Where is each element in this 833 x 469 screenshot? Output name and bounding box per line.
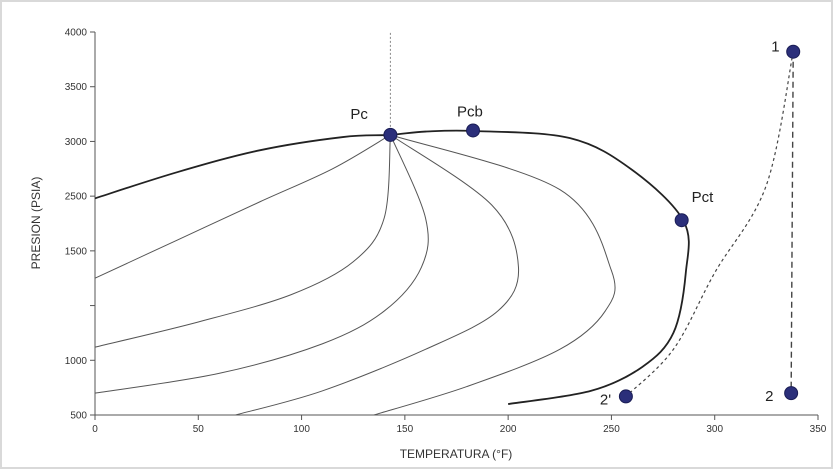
quality-line xyxy=(373,134,616,416)
y-tick-label: 500 xyxy=(70,411,87,422)
y-ticks: 500 1000 1500 2500 3000 3500 4000 xyxy=(65,28,95,422)
x-tick-label: 300 xyxy=(706,424,723,435)
curves xyxy=(94,32,794,416)
y-tick-label: 3000 xyxy=(65,137,88,148)
key-point-marker xyxy=(466,123,481,138)
key-point-label: Pcb xyxy=(457,103,483,120)
production-path xyxy=(625,51,794,397)
axes xyxy=(94,32,818,416)
x-tick-label: 250 xyxy=(603,424,620,435)
key-point-label: Pct xyxy=(692,189,715,206)
quality-line xyxy=(94,134,391,348)
x-tick-label: 200 xyxy=(500,424,517,435)
key-point-label: 1 xyxy=(771,39,779,56)
y-axis-title: PRESION (PSIA) xyxy=(29,177,43,270)
y-tick-label: 1000 xyxy=(65,356,88,367)
key-point-marker xyxy=(383,127,398,142)
x-tick-label: 50 xyxy=(193,424,205,435)
key-point-marker xyxy=(674,213,689,228)
y-tick-label: 3500 xyxy=(65,82,88,93)
key-point-label: 2 xyxy=(765,388,773,405)
key-points: Pc Pcb Pct 1 2 2' xyxy=(350,39,801,408)
isothermal-path xyxy=(790,51,794,394)
quality-line xyxy=(235,134,520,416)
x-tick-label: 150 xyxy=(397,424,414,435)
y-tick-label: 4000 xyxy=(65,28,88,39)
key-point-marker xyxy=(784,386,799,401)
quality-line xyxy=(94,134,391,279)
x-tick-label: 350 xyxy=(810,424,827,435)
key-point-marker xyxy=(618,389,633,404)
x-tick-label: 100 xyxy=(293,424,310,435)
key-point-label: 2' xyxy=(600,391,611,408)
y-tick-label: 2500 xyxy=(65,192,88,203)
x-axis-title: TEMPERATURA (°F) xyxy=(400,447,513,461)
x-ticks: 0 50 100 150 200 250 300 350 xyxy=(92,415,827,435)
y-tick-label: 1500 xyxy=(65,246,88,257)
x-tick-label: 0 xyxy=(92,424,98,435)
key-point-marker xyxy=(786,44,801,59)
quality-line xyxy=(94,134,429,394)
phase-envelope-line xyxy=(94,129,690,405)
key-point-label: Pc xyxy=(350,106,368,123)
